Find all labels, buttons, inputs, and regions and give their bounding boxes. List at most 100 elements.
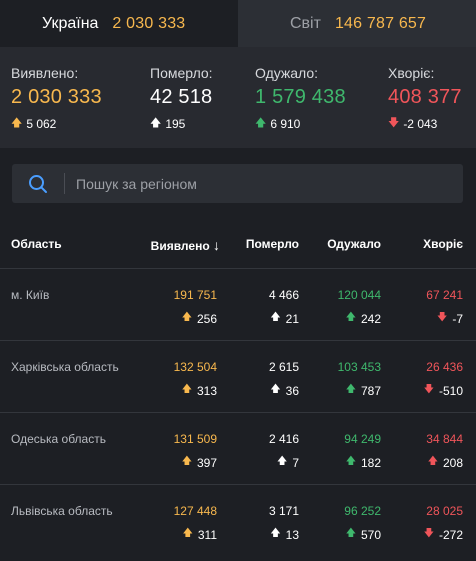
search-icon[interactable] — [12, 164, 64, 203]
cell-confirmed: 132 504 🡅 313 — [174, 360, 217, 399]
header-confirmed[interactable]: Виявлено ↓ — [151, 237, 220, 253]
cell-deaths-value: 3 171 — [268, 504, 299, 518]
cell-confirmed-delta: 256 — [196, 311, 217, 326]
cell-deaths-delta: 21 — [285, 311, 299, 326]
arrow-up-icon: 🡅 — [345, 528, 356, 539]
table-row[interactable]: Одеська область 131 509 🡅 397 2 416 🡅 7 94 249 🡅… — [0, 412, 476, 484]
cell-confirmed-value: 127 448 — [173, 504, 217, 518]
arrow-up-icon: 🡅 — [345, 384, 356, 395]
arrow-up-icon: 🡅 — [270, 312, 281, 323]
cell-deaths-delta: 7 — [292, 455, 299, 470]
arrow-up-icon: 🡅 — [270, 384, 281, 395]
arrow-down-icon: 🡇 — [437, 312, 448, 323]
cell-recovered: 96 252 🡅 570 — [344, 504, 381, 543]
cell-recovered-value: 96 252 — [344, 504, 381, 518]
arrow-up-icon: 🡅 — [345, 312, 356, 323]
cell-sick-delta: -510 — [438, 383, 463, 398]
header-recovered[interactable]: Одужало — [327, 237, 381, 251]
summary-deaths-value: 42 518 — [150, 86, 213, 108]
table-row[interactable]: Львівська область 127 448 🡅 311 3 171 🡅 13 96 2… — [0, 484, 476, 556]
cell-sick-value: 67 241 — [426, 288, 463, 302]
arrow-up-icon: 🡅 — [181, 456, 192, 467]
cell-confirmed-delta: 311 — [197, 527, 217, 542]
cell-deaths-value: 4 466 — [268, 288, 299, 302]
arrow-up-icon: 🡅 — [255, 117, 267, 129]
cell-deaths: 2 615 🡅 36 — [269, 360, 299, 399]
summary-deaths-delta: 195 — [165, 116, 186, 131]
cell-sick-value: 26 436 — [426, 360, 463, 374]
cell-deaths: 3 171 🡅 13 — [269, 504, 299, 543]
table-row[interactable]: Харківська область 132 504 🡅 313 2 615 🡅 36 103… — [0, 340, 476, 412]
arrow-up-icon: 🡅 — [427, 456, 438, 467]
cell-confirmed-value: 191 751 — [173, 288, 217, 302]
tab-ukraine[interactable]: Україна 2 030 333 — [0, 0, 238, 47]
cell-confirmed-value: 132 504 — [173, 360, 217, 374]
cell-recovered: 120 044 🡅 242 — [338, 288, 381, 327]
summary-deaths: Померло: 42 518 🡅 195 — [150, 65, 213, 133]
arrow-up-icon: 🡅 — [345, 456, 356, 467]
cell-confirmed-value: 131 509 — [173, 432, 217, 446]
tab-ukraine-count: 2 030 333 — [112, 14, 186, 32]
summary-recovered-value: 1 579 438 — [255, 86, 346, 108]
arrow-up-icon: 🡅 — [277, 456, 288, 467]
cell-deaths: 4 466 🡅 21 — [269, 288, 299, 327]
tab-world-label: Світ — [290, 14, 321, 32]
summary-sick-value: 408 377 — [388, 86, 462, 108]
cell-sick-value: 34 844 — [426, 432, 463, 446]
summary-confirmed-value: 2 030 333 — [11, 86, 102, 108]
cell-deaths-delta: 36 — [285, 383, 299, 398]
cell-sick: 26 436 🡇 -510 — [424, 360, 463, 399]
cell-recovered-delta: 787 — [360, 383, 381, 398]
cell-region: Львівська область — [11, 504, 113, 518]
summary-confirmed: Виявлено: 2 030 333 🡅 5 062 — [11, 65, 102, 133]
cell-sick-delta: 208 — [442, 455, 463, 470]
table-header: Область Виявлено ↓ Померло Одужало Хворі… — [0, 222, 476, 266]
cell-confirmed-delta: 397 — [196, 455, 217, 470]
cell-confirmed: 127 448 🡅 311 — [174, 504, 217, 543]
summary-sick-label: Хворіє: — [388, 65, 435, 81]
cell-region: Харківська область — [11, 360, 119, 374]
cell-recovered-value: 94 249 — [344, 432, 381, 446]
cell-confirmed-delta: 313 — [196, 383, 217, 398]
summary-recovered: Одужало: 1 579 438 🡅 6 910 — [255, 65, 346, 133]
summary-recovered-delta: 6 910 — [270, 116, 301, 131]
search-divider — [64, 173, 65, 194]
cell-recovered: 103 453 🡅 787 — [338, 360, 381, 399]
cell-recovered-delta: 182 — [360, 455, 381, 470]
cell-region: Одеська область — [11, 432, 106, 446]
header-deaths[interactable]: Померло — [245, 237, 299, 251]
cell-sick-delta: -7 — [452, 311, 463, 326]
header-confirmed-label: Виявлено — [150, 239, 210, 253]
header-sick[interactable]: Хворіє — [423, 237, 463, 251]
cell-recovered-value: 103 453 — [337, 360, 381, 374]
summary-recovered-label: Одужало: — [255, 65, 319, 81]
search-input[interactable] — [65, 175, 435, 192]
tab-world-count: 146 787 657 — [334, 14, 427, 32]
arrow-down-icon: 🡇 — [388, 117, 400, 129]
cell-sick: 67 241 🡇 -7 — [426, 288, 463, 327]
cell-sick-value: 28 025 — [426, 504, 463, 518]
cell-recovered: 94 249 🡅 182 — [344, 432, 381, 471]
arrow-up-icon: 🡅 — [181, 312, 192, 323]
cell-recovered-delta: 242 — [360, 311, 381, 326]
summary-confirmed-label: Виявлено: — [11, 65, 79, 81]
cell-sick: 28 025 🡇 -272 — [424, 504, 463, 543]
arrow-down-icon: 🡇 — [423, 384, 434, 395]
arrow-up-icon: 🡅 — [11, 117, 23, 129]
arrow-up-icon: 🡅 — [150, 117, 162, 129]
cell-deaths: 2 416 🡅 7 — [269, 432, 299, 471]
arrow-down-icon: 🡇 — [423, 528, 434, 539]
sort-arrow-icon: ↓ — [213, 237, 220, 253]
summary-confirmed-delta: 5 062 — [26, 116, 57, 131]
tab-world[interactable]: Світ 146 787 657 — [238, 0, 476, 47]
country-tabs: Україна 2 030 333 Світ 146 787 657 — [0, 0, 476, 47]
cell-confirmed: 131 509 🡅 397 — [174, 432, 217, 471]
summary-sick-delta: -2 043 — [403, 116, 438, 131]
summary-sick: Хворіє: 408 377 🡇 -2 043 — [388, 65, 462, 133]
cell-deaths-value: 2 615 — [268, 360, 299, 374]
table-row[interactable]: м. Київ 191 751 🡅 256 4 466 🡅 21 120 044 🡅 242 67 … — [0, 268, 476, 340]
header-region[interactable]: Область — [11, 237, 62, 251]
tab-ukraine-label: Україна — [42, 14, 99, 32]
summary-deaths-label: Померло: — [150, 65, 213, 81]
arrow-up-icon: 🡅 — [270, 528, 281, 539]
